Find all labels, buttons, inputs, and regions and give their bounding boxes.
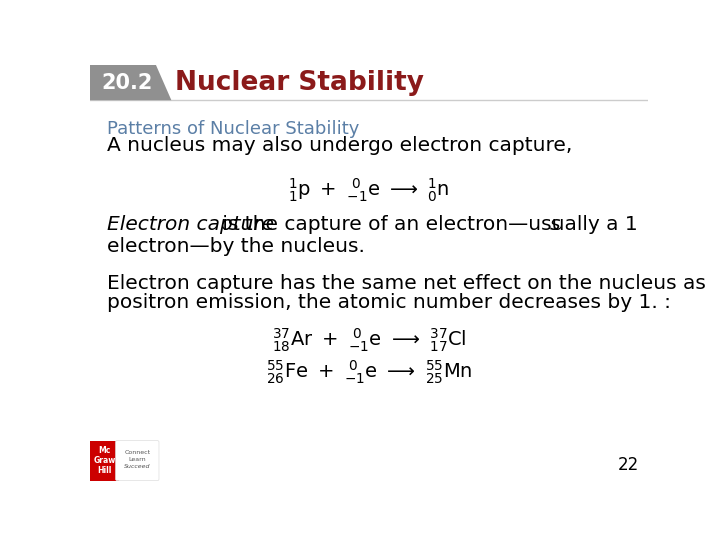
Text: s: s xyxy=(549,215,560,234)
Text: Connect: Connect xyxy=(125,450,150,455)
Polygon shape xyxy=(90,65,171,100)
Text: 20.2: 20.2 xyxy=(102,72,153,92)
Text: $\mathregular{^{55}_{26}Fe}$$\ +\ $$\mathregular{^{\ 0}_{-1}e}$$\ \longrightarro: $\mathregular{^{55}_{26}Fe}$$\ +\ $$\mat… xyxy=(266,359,472,386)
Text: 22: 22 xyxy=(618,456,639,475)
Text: Electron capture has the same net effect on the nucleus as: Electron capture has the same net effect… xyxy=(107,274,706,293)
Text: Electron capture: Electron capture xyxy=(107,215,274,234)
Text: positron emission, the atomic number decreases by 1. :: positron emission, the atomic number dec… xyxy=(107,293,671,312)
Text: Succeed: Succeed xyxy=(124,464,150,469)
FancyBboxPatch shape xyxy=(116,441,159,481)
Text: Learn: Learn xyxy=(128,457,146,462)
Text: $\mathregular{^{1}_{1}p}$$\mathregular{\ +\ }$$\mathregular{^{\ 0}_{-1}e}$$\ \lo: $\mathregular{^{1}_{1}p}$$\mathregular{\… xyxy=(288,177,450,204)
Text: is the capture of an electron—usually a 1: is the capture of an electron—usually a … xyxy=(215,215,637,234)
Text: A nucleus may also undergo electron capture,: A nucleus may also undergo electron capt… xyxy=(107,136,572,154)
Text: Nuclear Stability: Nuclear Stability xyxy=(175,70,424,96)
Text: Mc
Graw
Hill: Mc Graw Hill xyxy=(94,447,116,475)
Text: electron—by the nucleus.: electron—by the nucleus. xyxy=(107,237,365,255)
Text: Patterns of Nuclear Stability: Patterns of Nuclear Stability xyxy=(107,120,359,138)
Polygon shape xyxy=(90,441,120,481)
Text: $\mathregular{^{37}_{18}Ar}$$\ +\ $$\mathregular{^{\ 0}_{-1}e}$$\ \longrightarro: $\mathregular{^{37}_{18}Ar}$$\ +\ $$\mat… xyxy=(271,327,467,354)
